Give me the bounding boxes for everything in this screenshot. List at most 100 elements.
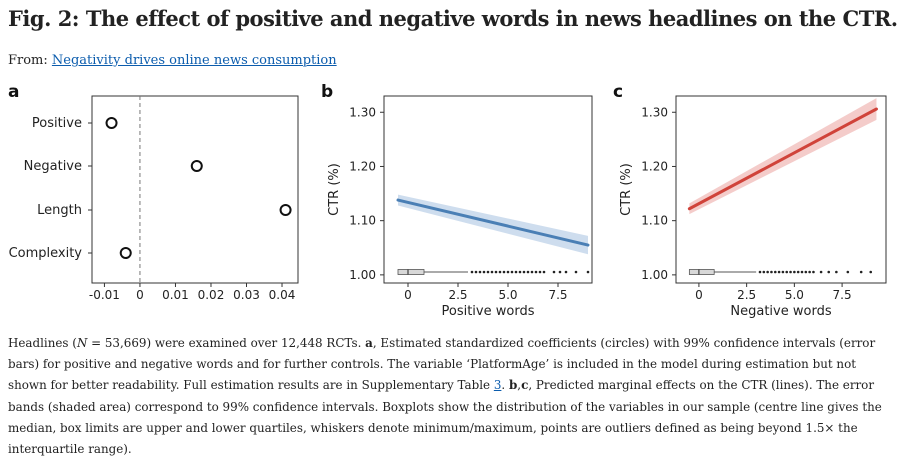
x-tick-label: 5.0 — [498, 288, 517, 302]
x-tick-label: 0 — [695, 288, 703, 302]
confidence-band — [398, 194, 588, 255]
panel-b-positive-words-plot: 1.00 1.10 1.20 1.30 0 2.5 5.0 7.5 Positive words… — [327, 95, 593, 319]
caption-text: = 53,669) were examined over 12,448 RCTs… — [87, 336, 366, 350]
predicted-ctr-line — [396, 198, 590, 247]
boxplot-outlier — [552, 270, 556, 274]
caption-panel-b-ref: b — [508, 378, 518, 393]
x-tick-label: 0.01 — [162, 288, 189, 302]
x-tick-label: 0 — [404, 288, 412, 302]
boxplot-outlier — [518, 270, 522, 274]
boxplot-outlier — [773, 270, 777, 274]
boxplot-outlier — [785, 270, 789, 274]
boxplot-outlier — [514, 270, 518, 274]
category-label: Complexity — [9, 246, 83, 261]
y-tick-label: 1.10 — [641, 214, 668, 228]
boxplot-outlier — [800, 270, 804, 274]
boxplot-outlier — [777, 270, 781, 274]
boxplot-outlier — [478, 270, 482, 274]
y-tick-label: 1.20 — [349, 159, 376, 173]
boxplot-outlier — [530, 270, 534, 274]
panel-label-c: c — [613, 82, 624, 102]
y-tick-label: 1.00 — [349, 268, 376, 282]
coefficient-point — [119, 247, 132, 259]
supplementary-table-link[interactable]: 3 — [493, 378, 502, 393]
caption-text: , Predicted marginal effects on the CTR … — [8, 378, 882, 457]
caption-panel-a-ref: a — [365, 336, 373, 350]
panel-label-a: a — [8, 82, 20, 102]
x-tick-label: 5.0 — [785, 288, 804, 302]
x-axis-label: Positive words — [442, 304, 535, 319]
boxplot-outlier — [846, 270, 850, 274]
caption-panel-c-ref: c — [521, 378, 529, 393]
boxplot-outlier — [506, 270, 510, 274]
source-line: From: Negativity drives online news cons… — [8, 53, 337, 68]
boxplot-outlier — [482, 270, 486, 274]
boxplot-outlier — [574, 270, 578, 274]
figure-plots: -0.01 0 0.01 0.02 0.03 0.04 Positive Negative Le… — [9, 95, 887, 319]
boxplot-outlier — [522, 270, 526, 274]
panel-a-coefficient-plot: -0.01 0 0.01 0.02 0.03 0.04 Positive Negative Le… — [9, 95, 299, 302]
category-label: Negative — [24, 159, 82, 174]
y-tick-label: 1.10 — [349, 214, 376, 228]
x-axis-label: Negative words — [730, 304, 831, 319]
caption-text: , — [517, 378, 522, 393]
x-tick-label: 0 — [136, 288, 144, 302]
boxplot-outlier — [804, 270, 808, 274]
boxplot-outlier — [781, 270, 785, 274]
y-tick-label: 1.00 — [641, 268, 668, 282]
confidence-band — [689, 98, 877, 215]
boxplot-outlier — [542, 270, 546, 274]
x-tick-label: 2.5 — [737, 288, 756, 302]
plot-frame — [383, 95, 593, 284]
predicted-ctr-line — [687, 107, 878, 211]
boxplot-outlier — [498, 270, 502, 274]
boxplot-outlier — [564, 270, 568, 274]
boxplot-outlier — [793, 270, 796, 274]
x-tick-label: 0.04 — [269, 288, 296, 302]
figure-caption: Headlines (N = 53,669) were examined ove… — [8, 333, 892, 460]
boxplot-outlier — [827, 270, 831, 274]
boxplot-outlier — [770, 270, 773, 274]
source-article-link[interactable]: Negativity drives online news consumptio… — [51, 53, 337, 68]
boxplot-outlier — [470, 270, 474, 274]
caption-text: , Estimated standardized coefficients (c… — [8, 336, 876, 393]
x-tick-label: 0.02 — [198, 288, 225, 302]
y-tick-label: 1.20 — [641, 159, 668, 173]
boxplot-outlier — [486, 270, 490, 274]
boxplot-outlier — [558, 270, 562, 274]
boxplot-outlier — [534, 270, 538, 274]
boxplot-outlier — [502, 270, 506, 274]
panel-label-b: b — [321, 82, 334, 102]
coefficient-point — [190, 160, 203, 172]
boxplot-outlier — [819, 270, 823, 274]
boxplot-outlier — [474, 270, 478, 274]
x-tick-label: 7.5 — [548, 288, 567, 302]
boxplot-outlier — [869, 270, 873, 274]
y-axis-label: CTR (%) — [619, 163, 634, 216]
coefficient-point — [279, 204, 292, 216]
category-label: Length — [37, 203, 82, 218]
x-tick-label: 0.03 — [233, 288, 260, 302]
y-tick-label: 1.30 — [349, 105, 376, 119]
boxplot-outlier — [859, 270, 863, 274]
boxplot-box — [397, 269, 425, 275]
caption-n-variable: N — [76, 336, 88, 350]
x-tick-label: 7.5 — [833, 288, 852, 302]
plot-frame — [675, 95, 887, 284]
boxplot-outlier — [494, 270, 498, 274]
boxplot-outlier — [789, 270, 792, 274]
boxplot-outlier — [766, 270, 769, 274]
x-tick-label: 2.5 — [448, 288, 467, 302]
boxplot-outlier — [762, 270, 766, 274]
y-axis-label: CTR (%) — [327, 163, 342, 216]
boxplot-outlier — [835, 270, 838, 274]
boxplot-outlier — [510, 270, 514, 274]
x-tick-label: -0.01 — [89, 288, 120, 302]
boxplot-box — [688, 269, 715, 275]
boxplot-outlier — [808, 270, 811, 274]
caption-text: Headlines ( — [8, 336, 77, 350]
plot-frame — [91, 95, 299, 284]
boxplot-outlier — [538, 270, 542, 274]
y-tick-label: 1.30 — [641, 105, 668, 119]
